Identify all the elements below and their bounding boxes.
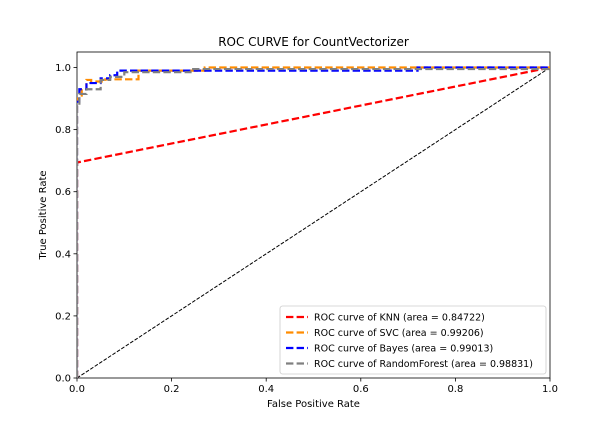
legend-entry-0: ROC curve of KNN (area = 0.84722)	[314, 313, 485, 324]
roc-series-line-0	[77, 66, 550, 378]
x-tick-label: 0.2	[164, 384, 180, 395]
x-tick-label: 0.6	[353, 384, 369, 395]
y-tick-label: 0.8	[55, 125, 71, 136]
x-tick-label: 1.0	[542, 384, 558, 395]
plot-area: 0.0 0.2 0.4 0.6 0.8 1.0 0.0 0.2 0.4 0.6 0.8 1.0	[55, 51, 558, 395]
y-tick-label: 0.0	[55, 374, 71, 385]
series-group	[77, 66, 550, 378]
x-axis-label: False Positive Rate	[267, 399, 360, 410]
y-tick-label: 0.6	[55, 187, 71, 198]
chart-title: ROC CURVE for CountVectorizer	[218, 35, 409, 49]
y-axis-label: True Positive Rate	[38, 170, 49, 260]
legend: ROC curve of KNN (area = 0.84722) ROC cur…	[279, 305, 547, 375]
roc-series-line-3	[77, 67, 550, 378]
reference-diagonal-line	[77, 67, 550, 378]
y-tick-label: 0.2	[55, 311, 71, 322]
x-tick-label: 0.4	[258, 384, 274, 395]
legend-box	[279, 305, 547, 375]
y-tick-label: 1.0	[55, 63, 71, 74]
legend-entry-1: ROC curve of SVC (area = 0.99206)	[314, 328, 484, 339]
legend-entry-2: ROC curve of Bayes (area = 0.99013)	[314, 344, 493, 355]
x-tick-label: 0.0	[69, 384, 85, 395]
x-tick-label: 0.8	[447, 384, 463, 395]
y-tick-label: 0.4	[55, 249, 71, 260]
legend-entry-3: ROC curve of RandomForest (area = 0.9883…	[314, 359, 533, 370]
roc-series-line-1	[77, 66, 550, 378]
